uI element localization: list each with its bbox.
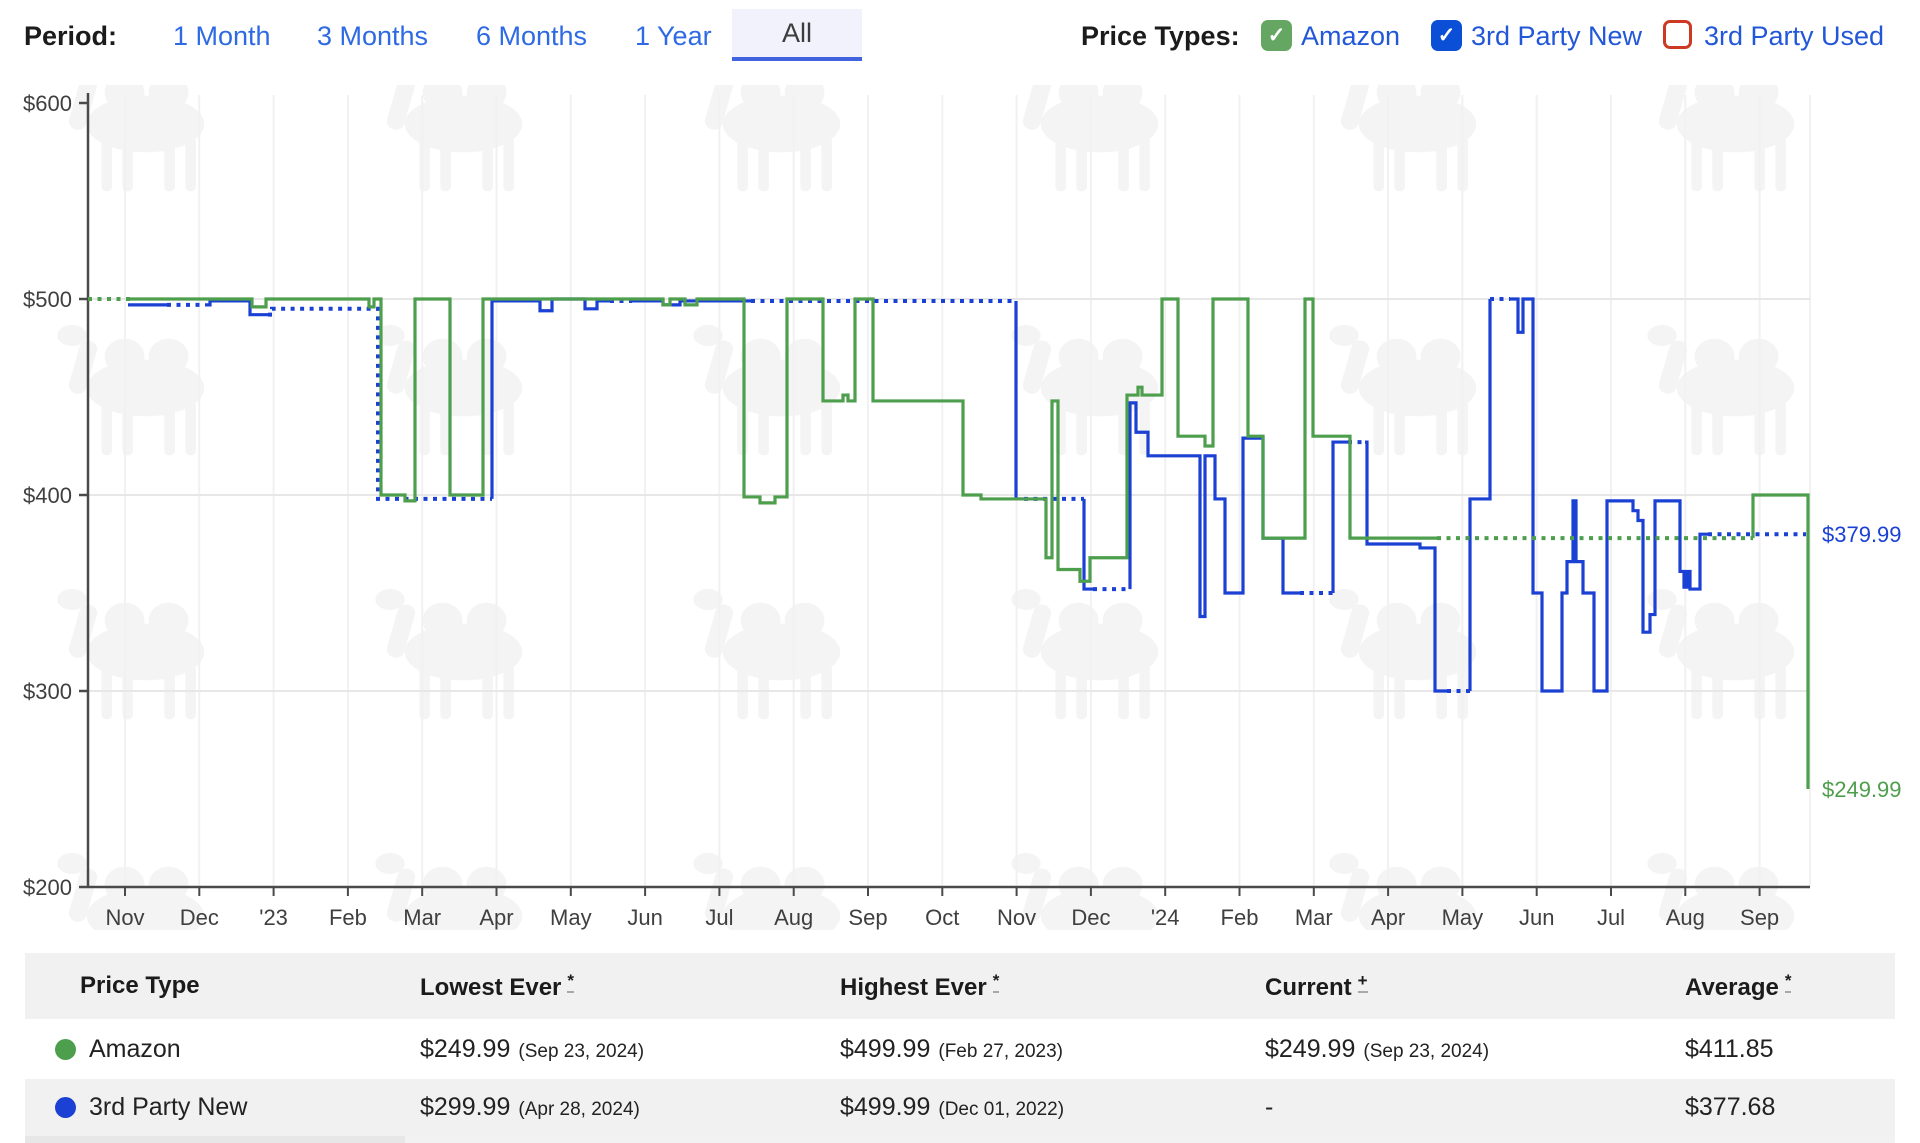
row-label: 3rd Party New (89, 1093, 248, 1121)
amazon-price-line-solid (1751, 493, 1810, 789)
third-party-used-checkbox[interactable] (1663, 20, 1692, 49)
tpn-average: $377.68 (1685, 1093, 1776, 1121)
x-tick-label: Mar (1295, 905, 1333, 930)
x-tick-label: Sep (1740, 905, 1779, 930)
y-tick-label: $600 (23, 91, 72, 116)
x-tick-label: '24 (1151, 905, 1180, 930)
col-lowest-ever[interactable]: Lowest Ever * (420, 970, 575, 1001)
table-row-3rd-party-new: 3rd Party New $299.99 (Apr 28, 2024) $499… (25, 1079, 1895, 1136)
x-tick-label: '23 (259, 905, 288, 930)
price-history-chart[interactable]: $600 $500 $400 $300 $200 Nov Dec '23 Feb Mar Apr Ma… (0, 72, 1920, 950)
tpn-highest-date: (Dec 01, 2022) (938, 1099, 1065, 1120)
x-tick-label: Feb (1221, 905, 1259, 930)
amazon-highest: $499.99 (840, 1034, 931, 1063)
x-tick-label: Mar (403, 905, 441, 930)
price-stats-table: Price Type Lowest Ever * Highest Ever * Cu… (25, 953, 1895, 1136)
amazon-current: $249.99 (1265, 1034, 1356, 1063)
x-tick-label: Jun (627, 905, 662, 930)
3rd-party-new-price-line-solid (1510, 297, 1708, 693)
current-price-annotation: $249.99 (1822, 777, 1902, 802)
3rd-party-new-price-line-dotted (268, 306, 492, 501)
lowest-ever-footnote[interactable]: * (567, 970, 575, 993)
x-tick-label: Jul (705, 905, 733, 930)
tpn-highest: $499.99 (840, 1093, 931, 1121)
tpn-lowest: $299.99 (420, 1093, 511, 1121)
x-tick-label: Nov (997, 905, 1036, 930)
table-next-row-partial (25, 1136, 1895, 1143)
period-label: Period: (24, 21, 118, 51)
amazon-highest-date: (Feb 27, 2023) (938, 1040, 1064, 1062)
3rd-party-new-price-line-solid (1468, 299, 1492, 691)
x-tick-label: Jun (1519, 905, 1554, 930)
amazon-price-line-solid (130, 297, 1437, 583)
x-tick-label: Apr (1371, 905, 1405, 930)
3rd-party-new-price-line-solid (1082, 498, 1093, 591)
period-all-selected[interactable]: All (732, 9, 862, 61)
controls-bar: Period: 1 Month 3 Months 6 Months 1 Year… (0, 0, 1920, 72)
col-current[interactable]: Current + (1265, 970, 1368, 1001)
y-tick-label: $300 (23, 679, 72, 704)
period-1-year[interactable]: 1 Year (635, 21, 712, 51)
current-footnote[interactable]: + (1357, 970, 1368, 993)
period-1-month[interactable]: 1 Month (173, 21, 271, 51)
col-highest-ever[interactable]: Highest Ever * (840, 970, 1000, 1001)
average-footnote[interactable]: * (1784, 970, 1792, 993)
price-history-chart-canvas: $600 $500 $400 $300 $200 Nov Dec '23 Feb Mar Apr Ma… (23, 85, 1902, 930)
col-average[interactable]: Average * (1685, 970, 1792, 1001)
table-header-row: Price Type Lowest Ever * Highest Ever * Cu… (25, 953, 1895, 1019)
table-row-amazon: Amazon $249.99 (Sep 23, 2024) $499.99 (Feb… (25, 1019, 1895, 1079)
period-6-months[interactable]: 6 Months (476, 21, 588, 51)
x-tick-label: Nov (105, 905, 144, 930)
3rd-party-new-price-line-solid (205, 299, 268, 317)
tpn-current: - (1265, 1093, 1274, 1121)
third-party-new-checkbox-label[interactable]: 3rd Party New (1471, 21, 1643, 51)
current-price-annotation: $379.99 (1822, 522, 1902, 547)
amazon-average: $411.85 (1685, 1034, 1774, 1063)
amazon-series-dot (55, 1038, 76, 1060)
y-tick-label: $400 (23, 483, 72, 508)
col-price-type: Price Type (80, 972, 200, 999)
x-tick-label: Sep (848, 905, 887, 930)
x-tick-label: Jul (1597, 905, 1625, 930)
x-tick-label: Aug (774, 905, 813, 930)
x-tick-label: Dec (180, 905, 219, 930)
row-label: Amazon (89, 1034, 181, 1063)
y-tick-label: $500 (23, 287, 72, 312)
3rd-party-new-price-line-solid (1365, 440, 1447, 693)
amazon-checkbox-label[interactable]: Amazon (1301, 21, 1401, 51)
amazon-checkbox[interactable]: ✓ (1261, 20, 1292, 51)
third-party-new-checkbox[interactable]: ✓ (1431, 20, 1462, 51)
third-party-used-checkbox-label[interactable]: 3rd Party Used (1704, 21, 1885, 51)
amazon-lowest-date: (Sep 23, 2024) (518, 1040, 645, 1062)
period-3-months[interactable]: 3 Months (317, 21, 429, 51)
price-types-label: Price Types: (1081, 21, 1240, 51)
y-tick-label: $200 (23, 875, 72, 900)
highest-ever-footnote[interactable]: * (992, 970, 1000, 993)
x-tick-label: Dec (1071, 905, 1110, 930)
amazon-current-date: (Sep 23, 2024) (1363, 1040, 1490, 1062)
third-party-new-series-dot (55, 1097, 76, 1118)
x-tick-label: Aug (1666, 905, 1705, 930)
x-tick-label: May (1442, 905, 1484, 930)
x-tick-label: Feb (329, 905, 367, 930)
tpn-lowest-date: (Apr 28, 2024) (518, 1099, 640, 1120)
amazon-lowest: $249.99 (420, 1034, 511, 1063)
x-tick-label: Apr (479, 905, 513, 930)
x-tick-label: Oct (925, 905, 959, 930)
3rd-party-new-price-line-solid (1331, 440, 1348, 593)
x-tick-label: May (550, 905, 592, 930)
